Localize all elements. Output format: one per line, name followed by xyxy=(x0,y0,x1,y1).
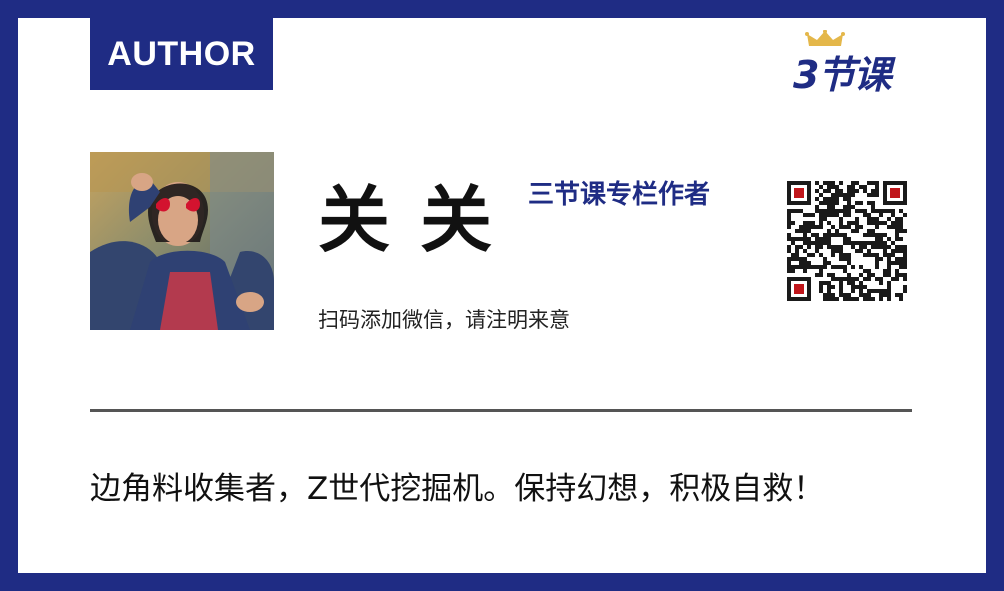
author-role: 三节课专栏作者 xyxy=(528,180,711,210)
divider xyxy=(90,409,912,412)
author-motto: 边角料收集者，Z世代挖掘机。保持幻想，积极自救！ xyxy=(90,471,825,507)
author-tag-label: AUTHOR xyxy=(107,34,256,73)
logo-text: 3节课 xyxy=(793,53,891,97)
author-photo xyxy=(90,152,274,330)
author-tag: AUTHOR xyxy=(90,18,273,90)
author-name: 关关 xyxy=(318,178,523,262)
scan-hint: 扫码添加微信，请注明来意 xyxy=(318,308,570,332)
logo: 3节课 xyxy=(793,30,913,97)
qr-code-icon xyxy=(786,180,908,302)
crown-icon xyxy=(805,30,845,46)
author-card: AUTHOR 3节课 xyxy=(18,18,986,573)
